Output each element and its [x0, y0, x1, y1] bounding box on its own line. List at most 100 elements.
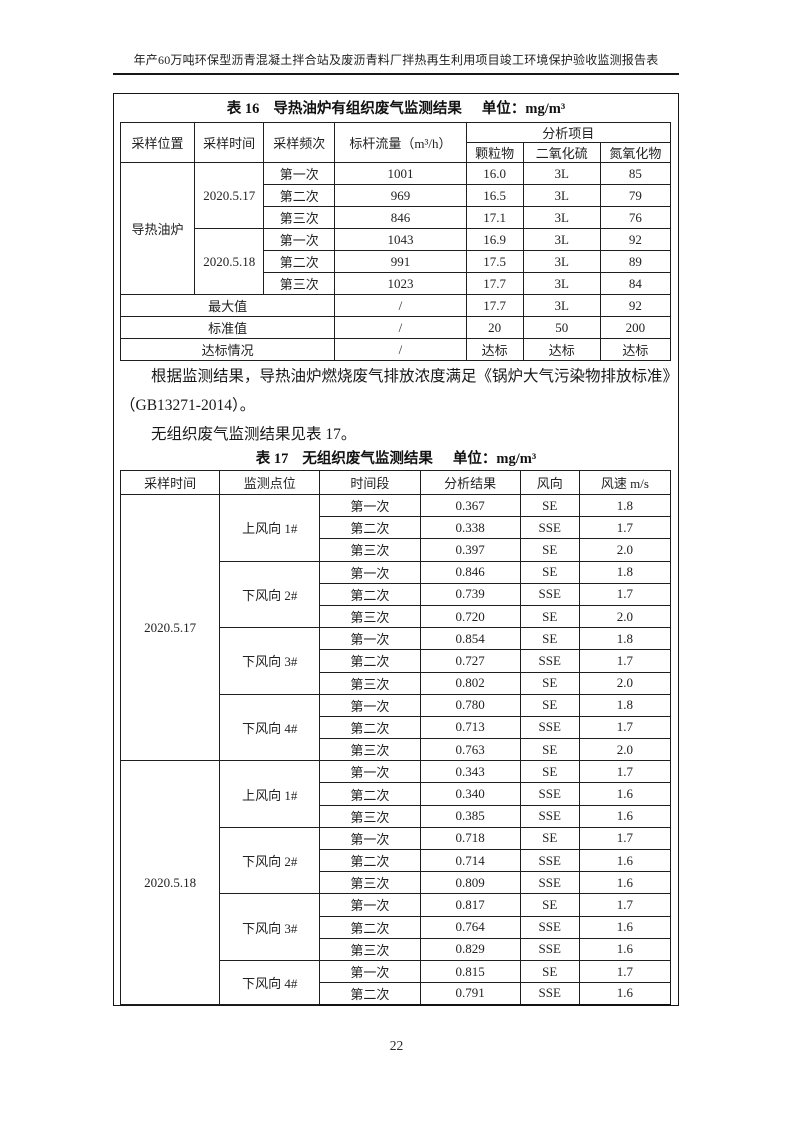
cell-nox: 79 — [599, 184, 672, 207]
cell-wind-direction: SSE — [519, 848, 580, 873]
cell-nox: 92 — [599, 228, 672, 251]
table-row: 第三次 1023 17.7 3L 84 — [121, 272, 672, 295]
cell-period: 第一次 — [319, 760, 421, 784]
cell-frequency: 第三次 — [263, 206, 336, 229]
cell-result: 0.343 — [419, 760, 521, 784]
table-row: 第二次 0.791 SSE 1.6 — [121, 982, 672, 1006]
cell-wind-direction: SE — [519, 627, 580, 651]
cell-result: 0.718 — [419, 826, 521, 851]
cell-monitor-point: 下风向 3# — [219, 893, 321, 961]
cell-wind-speed: 2.0 — [578, 604, 672, 629]
cell-wind-direction: SSE — [519, 582, 580, 606]
cell-wind-speed: 2.0 — [578, 671, 672, 695]
cell-wind-direction: SSE — [519, 516, 580, 540]
table-row: 第二次 0.764 SSE 1.6 — [121, 915, 672, 939]
cell-result: 0.739 — [419, 582, 521, 606]
running-header-title: 年产60万吨环保型沥青混凝土拌合站及废沥青料厂拌热再生利用项目竣工环境保护验收监… — [113, 51, 679, 75]
cell-wind-speed: 1.7 — [578, 760, 672, 784]
cell-flow: / — [334, 338, 467, 361]
table17-title-label: 表 17 — [255, 451, 289, 467]
cell-monitor-point: 上风向 1# — [219, 760, 321, 828]
cell-wind-speed: 1.7 — [578, 715, 672, 740]
table-row: 第三次 0.720 SE 2.0 — [121, 604, 672, 629]
table-row: 第二次 0.713 SSE 1.7 — [121, 715, 672, 740]
cell-so2: 达标 — [522, 338, 601, 361]
cell-pm: 17.7 — [465, 294, 524, 317]
cell-wind-speed: 1.6 — [578, 915, 672, 939]
cell-wind-speed: 1.6 — [578, 871, 672, 895]
cell-wind-speed: 1.7 — [578, 959, 672, 984]
col-header-wind-direction: 风向 — [519, 470, 580, 495]
table-row: 第二次 0.340 SSE 1.6 — [121, 782, 672, 806]
table-row: 导热油炉 2020.5.17 第一次 1001 16.0 3L 85 — [119, 162, 672, 295]
cell-result: 0.340 — [419, 782, 521, 806]
cell-wind-direction: SSE — [519, 937, 580, 961]
cell-flow: 991 — [334, 250, 467, 273]
table-row: 第二次 0.739 SSE 1.7 — [121, 582, 672, 606]
cell-period: 第三次 — [319, 804, 421, 828]
cell-wind-direction: SSE — [519, 982, 580, 1006]
cell-sample-position: 导热油炉 — [119, 162, 196, 295]
table-row: 2020.5.18 第一次 1043 16.9 3L 92 — [121, 228, 672, 295]
cell-period: 第二次 — [319, 516, 421, 540]
col-header-sample-position: 采样位置 — [119, 122, 196, 163]
table-row: 第三次 846 17.1 3L 76 — [121, 206, 672, 229]
cell-wind-direction: SSE — [519, 782, 580, 806]
table-row: 采样时间 监测点位 时间段 分析结果 风向 风速 m/s — [119, 470, 672, 495]
table-row: 标准值 / 20 50 200 — [119, 316, 672, 339]
cell-pm: 16.5 — [465, 184, 524, 207]
cell-result: 0.854 — [419, 627, 521, 651]
cell-so2: 3L — [522, 228, 601, 251]
table-row: 第二次 991 17.5 3L 89 — [121, 250, 672, 273]
summary-label-standard: 标准值 — [119, 316, 336, 339]
cell-wind-direction: SE — [519, 959, 580, 984]
cell-wind-direction: SE — [519, 826, 580, 851]
cell-wind-direction: SE — [519, 493, 580, 518]
cell-period: 第二次 — [319, 582, 421, 606]
cell-wind-speed: 1.7 — [578, 649, 672, 673]
cell-result: 0.338 — [419, 516, 521, 540]
cell-frequency: 第二次 — [263, 250, 336, 273]
cell-wind-direction: SSE — [519, 804, 580, 828]
cell-wind-speed: 1.7 — [578, 893, 672, 917]
cell-period: 第二次 — [319, 782, 421, 806]
table-row: 第三次 0.829 SSE 1.6 — [121, 937, 672, 961]
cell-period: 第二次 — [319, 715, 421, 740]
col-header-period: 时间段 — [319, 470, 421, 495]
cell-result: 0.764 — [419, 915, 521, 939]
cell-wind-speed: 2.0 — [578, 538, 672, 562]
cell-wind-speed: 1.8 — [578, 693, 672, 717]
cell-so2: 3L — [522, 162, 601, 185]
table-row: 最大值 / 17.7 3L 92 — [119, 294, 672, 317]
cell-wind-speed: 1.6 — [578, 848, 672, 873]
notes-paragraphs: 根据监测结果，导热油炉燃烧废气排放浓度满足《锅炉大气污染物排放标准》 （GB13… — [120, 362, 678, 449]
cell-period: 第二次 — [319, 649, 421, 673]
cell-result: 0.802 — [419, 671, 521, 695]
cell-period: 第三次 — [319, 937, 421, 961]
cell-result: 0.397 — [419, 538, 521, 562]
cell-nox: 92 — [599, 294, 672, 317]
table16-title: 表 16 导热油炉有组织废气监测结果 单位：mg/m³ — [114, 97, 678, 118]
cell-wind-speed: 1.6 — [578, 937, 672, 961]
table17-title-name: 无组织废气监测结果 — [302, 451, 433, 467]
cell-pm: 16.0 — [465, 162, 524, 185]
cell-so2: 3L — [522, 250, 601, 273]
table16-title-name: 导热油炉有组织废气监测结果 — [273, 101, 462, 117]
table-row: 下风向 4# 第一次 0.815 SE 1.7 — [121, 959, 672, 1006]
table-row: 采样位置 采样时间 采样频次 标杆流量（m³/h） 分析项目 — [119, 122, 672, 163]
table16-title-unit: 单位：mg/m³ — [481, 101, 566, 117]
cell-so2: 3L — [522, 294, 601, 317]
cell-wind-direction: SSE — [519, 871, 580, 895]
content-frame: 表 16 导热油炉有组织废气监测结果 单位：mg/m³ 采样位置 采样时间 采样频次… — [113, 93, 679, 1006]
col-header-nox: 氮氧化物 — [599, 142, 672, 163]
cell-result: 0.727 — [419, 649, 521, 673]
cell-frequency: 第二次 — [263, 184, 336, 207]
cell-wind-direction: SE — [519, 760, 580, 784]
cell-period: 第三次 — [319, 538, 421, 562]
cell-sample-date: 2020.5.17 — [194, 162, 265, 229]
col-header-result: 分析结果 — [419, 470, 521, 495]
cell-wind-speed: 1.6 — [578, 782, 672, 806]
table-organized-exhaust-results: 采样位置 采样时间 采样频次 标杆流量（m³/h） 分析项目 颗粒物 二氧化硫 … — [119, 122, 672, 361]
cell-flow: 969 — [334, 184, 467, 207]
cell-frequency: 第三次 — [263, 272, 336, 295]
